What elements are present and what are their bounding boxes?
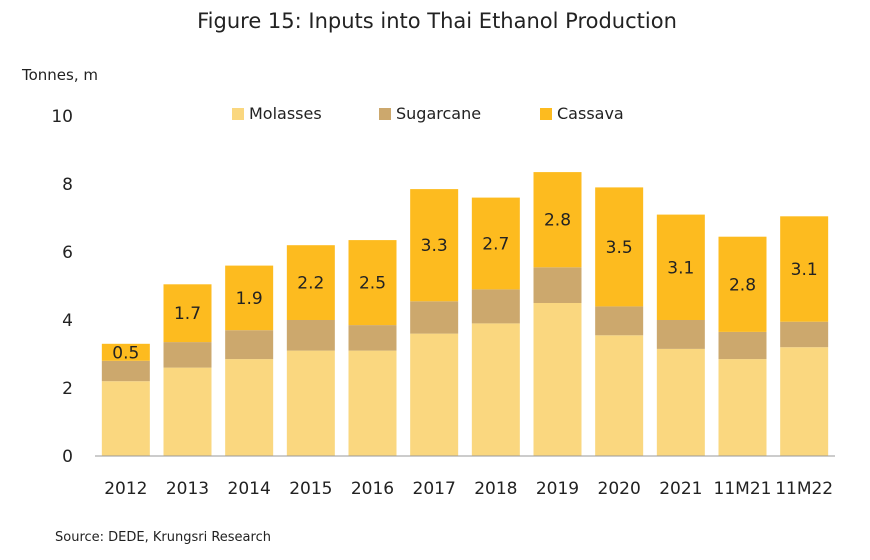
legend-swatch (540, 108, 552, 120)
bar-segment-sugarcane (718, 331, 767, 360)
y-tick-label: 10 (51, 107, 73, 127)
x-tick-label: 2015 (289, 479, 332, 499)
bars (101, 172, 829, 456)
bar-segment-cassava (286, 245, 335, 320)
data-label: 2.8 (729, 275, 756, 295)
bar-segment-cassava (718, 236, 767, 332)
legend-swatch (232, 108, 244, 120)
data-label: 3.1 (667, 258, 694, 278)
x-tick-label: 2012 (104, 479, 147, 499)
y-tick-label: 4 (62, 311, 73, 331)
bar-segment-sugarcane (410, 301, 459, 334)
legend-label: Cassava (557, 104, 624, 123)
x-tick-label: 2021 (659, 479, 702, 499)
bar-segment-sugarcane (286, 320, 335, 351)
x-tick-label: 11M22 (775, 479, 833, 499)
bar-segment-cassava (656, 214, 705, 320)
bar-segment-molasses (656, 348, 705, 456)
y-tick-label: 2 (62, 379, 73, 399)
data-label: 2.5 (359, 274, 386, 294)
source-note: Source: DEDE, Krungsri Research (55, 530, 271, 545)
bar-segment-molasses (348, 350, 397, 456)
bar-segment-sugarcane (348, 325, 397, 351)
data-labels: 0.5 1.7 1.9 2.2 2.5 3.3 2.7 2.8 3.5 3.1 2.8 3.1 (112, 211, 817, 364)
data-label: 3.1 (791, 260, 818, 280)
bar-segment-sugarcane (595, 306, 644, 336)
x-tick-label: 2016 (351, 479, 394, 499)
y-axis-label: Tonnes, m (21, 66, 98, 84)
data-label: 1.7 (174, 304, 201, 324)
data-label: 3.5 (606, 238, 633, 258)
x-tick-label: 2014 (228, 479, 271, 499)
bar-segment-molasses (410, 333, 459, 456)
bar-segment-molasses (101, 381, 150, 456)
x-tick-label: 2018 (474, 479, 517, 499)
legend-label: Sugarcane (396, 104, 481, 123)
bar-segment-molasses (163, 367, 212, 456)
chart-title: Figure 15: Inputs into Thai Ethanol Prod… (197, 9, 677, 33)
data-label: 0.5 (112, 343, 139, 363)
data-label: 2.2 (297, 274, 324, 294)
data-label: 3.3 (421, 236, 448, 256)
bar-segment-cassava (410, 189, 459, 302)
bar-segment-sugarcane (163, 342, 212, 368)
x-tick-label: 2013 (166, 479, 209, 499)
bar-segment-sugarcane (533, 267, 582, 303)
data-label: 2.7 (482, 235, 509, 255)
bar-segment-cassava (163, 284, 212, 343)
y-tick-label: 8 (62, 175, 73, 195)
bar-segment-cassava (780, 216, 829, 322)
bar-segment-molasses (780, 347, 829, 456)
bar-segment-cassava (533, 172, 582, 268)
bar-segment-molasses (533, 303, 582, 456)
bar-segment-cassava (225, 265, 274, 331)
legend: Molasses Sugarcane Cassava (232, 104, 624, 123)
legend-swatch (379, 108, 391, 120)
bar-segment-sugarcane (780, 321, 829, 348)
data-label: 2.8 (544, 211, 571, 231)
bar-segment-molasses (595, 335, 644, 456)
bar-segment-cassava (595, 187, 644, 307)
x-tick-label: 11M21 (714, 479, 772, 499)
bar-segment-molasses (225, 359, 274, 456)
bar-segment-sugarcane (101, 360, 150, 382)
data-label: 1.9 (236, 289, 263, 309)
bar-segment-sugarcane (471, 289, 520, 324)
bar-segment-molasses (286, 350, 335, 456)
bar-segment-molasses (718, 359, 767, 456)
bar-segment-cassava (101, 343, 150, 361)
x-tick-label: 2017 (413, 479, 456, 499)
bar-segment-sugarcane (656, 320, 705, 349)
y-tick-label: 0 (62, 447, 73, 467)
legend-label: Molasses (249, 104, 322, 123)
y-tick-label: 6 (62, 243, 73, 263)
bar-segment-cassava (348, 240, 397, 326)
x-tick-label: 2020 (598, 479, 641, 499)
y-axis-ticks: 0 2 4 6 8 10 (51, 107, 73, 467)
bar-segment-cassava (471, 197, 520, 290)
x-axis-categories: 2012 2013 2014 2015 2016 2017 2018 2019 2020 2021… (104, 479, 833, 499)
bar-segment-sugarcane (225, 330, 274, 360)
x-tick-label: 2019 (536, 479, 579, 499)
bar-segment-molasses (471, 323, 520, 456)
